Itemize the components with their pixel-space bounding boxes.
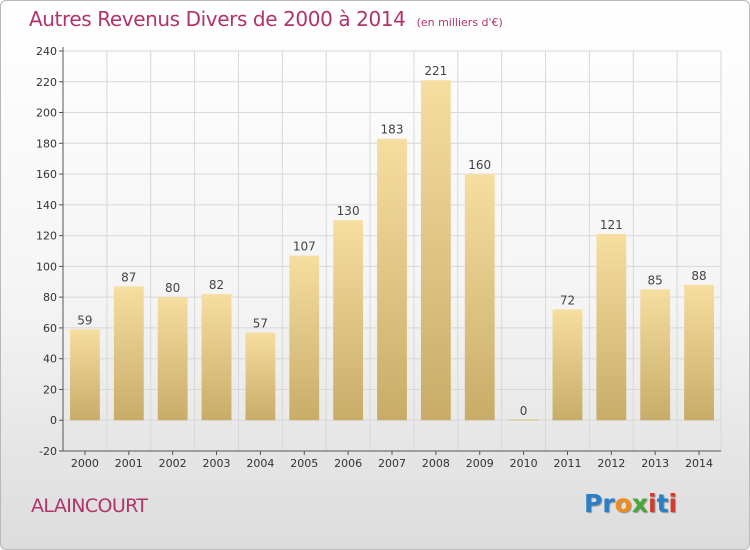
logo-letter: r xyxy=(602,489,615,518)
chart-title: Autres Revenus Divers de 2000 à 2014 xyxy=(29,7,406,31)
bar xyxy=(596,234,627,421)
bar xyxy=(333,220,364,421)
x-tick-label: 2012 xyxy=(597,457,625,470)
data-label: 87 xyxy=(121,270,136,284)
commune-name: ALAINCOURT xyxy=(31,495,148,517)
x-tick-label: 2005 xyxy=(290,457,318,470)
bar xyxy=(70,329,100,421)
bar xyxy=(201,294,232,421)
data-label: 72 xyxy=(560,293,575,307)
data-label: 57 xyxy=(253,317,268,331)
y-tick-label: 220 xyxy=(36,76,57,89)
bar xyxy=(640,289,671,421)
bar xyxy=(464,174,495,421)
y-tick-label: 100 xyxy=(36,260,57,273)
bar xyxy=(420,80,451,421)
x-tick-label: 2000 xyxy=(71,457,99,470)
bar xyxy=(245,332,276,421)
x-tick-label: 2007 xyxy=(378,457,406,470)
logo-letter: o xyxy=(614,489,632,518)
y-tick-label: 80 xyxy=(43,291,57,304)
logo-letter: i xyxy=(668,489,678,518)
bar xyxy=(113,286,144,421)
x-tick-label: 2001 xyxy=(115,457,143,470)
data-label: 59 xyxy=(77,313,92,327)
bar xyxy=(157,297,188,421)
y-tick-label: 240 xyxy=(36,45,57,58)
bar xyxy=(289,255,320,421)
y-tick-label: 160 xyxy=(36,168,57,181)
bar-layer xyxy=(70,80,714,421)
x-tick-label: 2013 xyxy=(641,457,669,470)
data-label: 107 xyxy=(293,240,316,254)
y-tick-label: 200 xyxy=(36,107,57,120)
y-tick-label: 40 xyxy=(43,353,57,366)
y-tick-label: 0 xyxy=(50,414,57,427)
logo-letter: P xyxy=(584,489,603,518)
y-tick-label: 140 xyxy=(36,199,57,212)
logo-letter: x xyxy=(631,489,648,518)
data-label: 82 xyxy=(209,278,224,292)
data-label: 130 xyxy=(337,204,360,218)
x-tick-label: 2003 xyxy=(203,457,231,470)
data-label: 85 xyxy=(648,273,663,287)
data-label: 221 xyxy=(424,64,447,78)
chart-title-block: Autres Revenus Divers de 2000 à 2014 (en… xyxy=(29,7,503,31)
data-label: 160 xyxy=(468,158,491,172)
x-tick-label: 2006 xyxy=(334,457,362,470)
bar xyxy=(684,284,714,421)
data-label: 183 xyxy=(381,123,404,137)
x-tick-label: 2004 xyxy=(246,457,274,470)
data-label: 0 xyxy=(520,404,528,418)
bar xyxy=(377,138,407,421)
x-tick-label: 2008 xyxy=(422,457,450,470)
proxiti-logo: Proxiti xyxy=(584,489,677,518)
chart-subtitle: (en milliers d'€) xyxy=(416,16,503,29)
bar xyxy=(508,419,539,421)
x-tick-label: 2011 xyxy=(553,457,581,470)
axis-layer: -20 0 20 40 60 80 100 120 140 160 180 200 220 240 2000… xyxy=(36,45,721,470)
x-tick-label: 2002 xyxy=(159,457,187,470)
logo-letter: i xyxy=(648,489,657,518)
label-layer: 59 87 80 82 57 107 130 183 221 160 0 72 121 85 88 xyxy=(77,64,706,418)
y-tick-label: 20 xyxy=(43,383,57,396)
y-tick-label: -20 xyxy=(39,445,57,458)
data-label: 80 xyxy=(165,281,180,295)
x-tick-label: 2010 xyxy=(510,457,538,470)
data-label: 121 xyxy=(600,218,623,232)
x-tick-label: 2014 xyxy=(685,457,713,470)
y-tick-label: 60 xyxy=(43,322,57,335)
y-tick-label: 180 xyxy=(36,137,57,150)
logo-letter: t xyxy=(656,489,669,518)
y-tick-label: 120 xyxy=(36,230,57,243)
data-label: 88 xyxy=(691,269,706,283)
x-tick-label: 2009 xyxy=(466,457,494,470)
bar xyxy=(552,309,583,421)
